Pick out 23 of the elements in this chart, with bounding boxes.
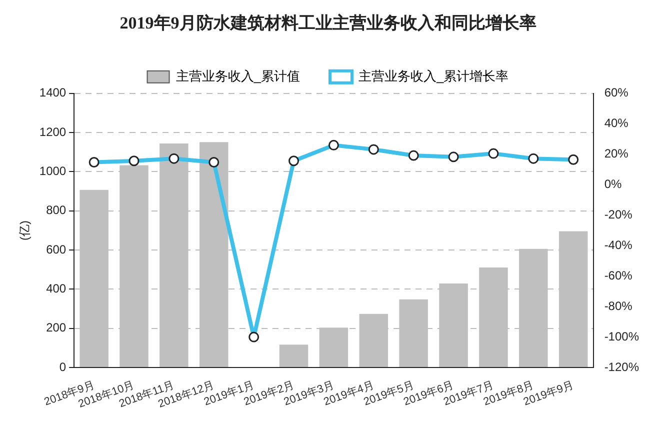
bar [279, 344, 308, 368]
y2-tick-label: -80% [604, 298, 633, 313]
y-tick-label: 800 [46, 203, 66, 218]
y-axis-title: (亿) [18, 220, 32, 240]
y-tick-label: 0 [59, 360, 66, 374]
y2-tick-label: 20% [604, 146, 629, 161]
legend-label: 主营业务收入_累计值 [176, 68, 300, 84]
y2-tick-label: -20% [604, 208, 633, 222]
y2-tick-label: -100% [604, 329, 640, 344]
y2-tick-label: -60% [604, 268, 633, 282]
y2-tick-label: -40% [604, 238, 633, 252]
chart-title: 2019年9月防水建筑材料工业主营业务收入和同比增长率 [120, 14, 536, 33]
y-tick-label: 600 [46, 242, 66, 256]
y2-tick-label: -120% [604, 360, 640, 374]
legend-label: 主营业务收入_累计增长率 [358, 68, 509, 84]
y-tick-label: 200 [46, 320, 66, 335]
y-tick-label: 1000 [39, 164, 66, 178]
y2-tick-label: 60% [604, 86, 629, 100]
y2-tick-label: 0% [604, 177, 622, 192]
y-tick-label: 400 [46, 282, 66, 296]
y2-tick-label: 40% [604, 116, 629, 130]
y-tick-label: 1200 [39, 124, 66, 139]
y-tick-label: 1400 [39, 86, 66, 100]
